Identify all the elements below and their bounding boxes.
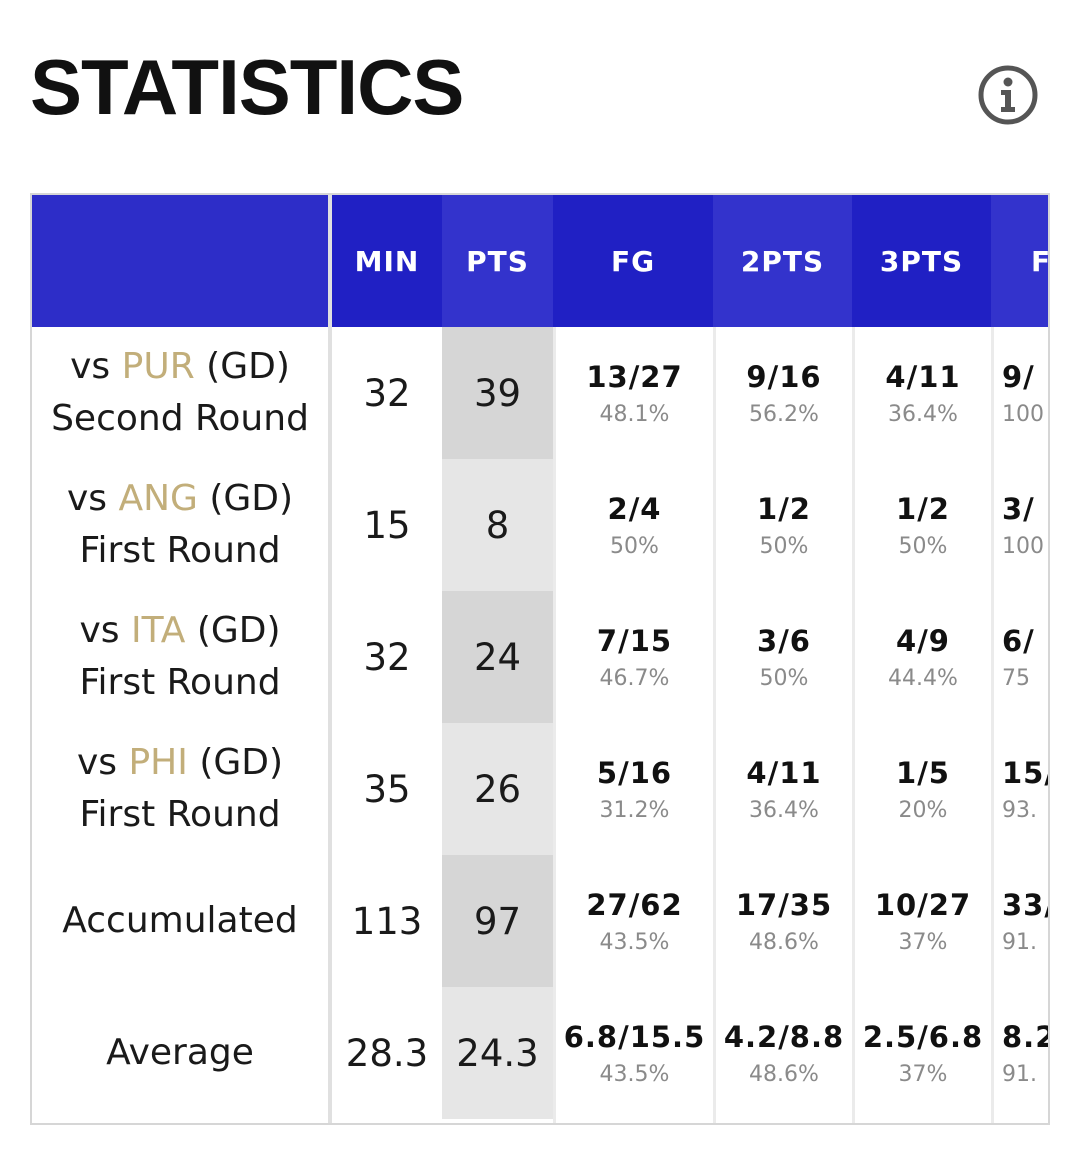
round-label: Second Round — [51, 398, 309, 439]
header-2pts[interactable]: 2PTS — [713, 195, 852, 327]
2pts-made-attempted: 3/6 — [757, 623, 811, 658]
ft-percentage: 75 — [1002, 665, 1030, 691]
row-label: vs PHI (GD) First Round — [32, 723, 328, 855]
opponent-code: ITA — [130, 609, 186, 651]
2pts-percentage: 36.4% — [749, 797, 819, 823]
cell-min: 32 — [363, 635, 411, 679]
stat-columns: MIN 32 15 32 35 113 28.3 PTS 39 8 24 26 … — [332, 195, 1048, 1123]
2pts-percentage: 48.6% — [749, 1061, 819, 1087]
column-min: MIN 32 15 32 35 113 28.3 — [332, 195, 442, 1123]
fg-made-attempted: 27/62 — [586, 887, 683, 922]
fg-made-attempted: 13/27 — [586, 359, 683, 394]
3pts-percentage: 37% — [898, 1061, 948, 1087]
column-ft: FT 9/100 3/100 6/75 15/93. 33/91. 8.2 91. — [991, 195, 1048, 1123]
ft-made-attempted: 6/ — [1002, 623, 1035, 658]
3pts-percentage: 37% — [898, 929, 948, 955]
corner-header — [32, 195, 328, 327]
2pts-made-attempted: 1/2 — [757, 491, 811, 526]
round-label: First Round — [79, 662, 281, 703]
row-label: vs PUR (GD) Second Round — [32, 327, 328, 459]
ft-percentage: 93. — [1002, 797, 1037, 823]
fg-made-attempted: 7/15 — [596, 623, 673, 658]
3pts-made-attempted: 2.5/6.8 — [862, 1019, 984, 1054]
header-min[interactable]: MIN — [332, 195, 442, 327]
ft-percentage: 91. — [1002, 929, 1037, 955]
row-label: vs ITA (GD) First Round — [32, 591, 328, 723]
3pts-made-attempted: 4/9 — [896, 623, 950, 658]
3pts-made-attempted: 1/2 — [896, 491, 950, 526]
cell-pts: 39 — [442, 327, 553, 459]
header-fg[interactable]: FG — [553, 195, 713, 327]
3pts-percentage: 20% — [898, 797, 948, 823]
ft-percentage: 100 — [1002, 533, 1044, 559]
2pts-percentage: 50% — [759, 533, 809, 559]
cell-min: 15 — [363, 503, 411, 547]
header-3pts[interactable]: 3PTS — [852, 195, 991, 327]
2pts-made-attempted: 4.2/8.8 — [723, 1019, 845, 1054]
cell-pts: 24.3 — [442, 987, 553, 1119]
page-title: STATISTICS — [30, 43, 464, 131]
cell-min: 28.3 — [345, 1031, 429, 1075]
3pts-made-attempted: 1/5 — [896, 755, 950, 790]
ft-made-attempted: 3/ — [1002, 491, 1035, 526]
3pts-made-attempted: 4/11 — [885, 359, 961, 394]
ft-made-attempted: 9/ — [1002, 359, 1035, 394]
fg-percentage: 50% — [610, 533, 659, 559]
cell-min: 35 — [363, 767, 411, 811]
ft-made-attempted: 15/ — [1002, 755, 1048, 790]
fg-percentage: 46.7% — [599, 665, 670, 691]
statistics-table: vs PUR (GD) Second Round vs ANG (GD) Fir… — [30, 193, 1050, 1125]
row-label-column: vs PUR (GD) Second Round vs ANG (GD) Fir… — [32, 195, 332, 1123]
opponent-code: PUR — [121, 345, 195, 387]
3pts-percentage: 36.4% — [888, 401, 958, 427]
2pts-percentage: 50% — [759, 665, 809, 691]
cell-pts: 24 — [442, 591, 553, 723]
2pts-made-attempted: 9/16 — [746, 359, 822, 394]
ft-percentage: 100 — [1002, 401, 1044, 427]
header-ft[interactable]: FT — [991, 195, 1048, 327]
fg-percentage: 43.5% — [599, 1061, 670, 1087]
cell-pts: 26 — [442, 723, 553, 855]
2pts-made-attempted: 17/35 — [735, 887, 833, 922]
ft-made-attempted: 33/ — [1002, 887, 1048, 922]
ft-made-attempted: 8.2 — [1002, 1019, 1048, 1054]
3pts-percentage: 50% — [898, 533, 948, 559]
cell-min: 113 — [351, 899, 423, 943]
fg-made-attempted: 2/4 — [607, 491, 662, 526]
fg-made-attempted: 6.8/15.5 — [563, 1019, 706, 1054]
3pts-percentage: 44.4% — [888, 665, 958, 691]
fg-percentage: 48.1% — [599, 401, 670, 427]
column-fg: FG 13/27 48.1% 2/4 50% 7/15 46.7% 5/16 31.2%… — [553, 195, 713, 1123]
row-label: Average — [106, 1031, 254, 1073]
fg-percentage: 43.5% — [599, 929, 670, 955]
cell-pts: 8 — [442, 459, 553, 591]
column-pts: PTS 39 8 24 26 97 24.3 — [442, 195, 553, 1123]
2pts-made-attempted: 4/11 — [746, 755, 822, 790]
fg-made-attempted: 5/16 — [596, 755, 673, 790]
ft-percentage: 91. — [1002, 1061, 1037, 1087]
cell-pts: 97 — [442, 855, 553, 987]
column-3pts: 3PTS 4/11 36.4% 1/2 50% 4/9 44.4% 1/5 20% 10… — [852, 195, 991, 1123]
header-pts[interactable]: PTS — [442, 195, 553, 327]
row-label: Accumulated — [62, 899, 298, 941]
column-2pts: 2PTS 9/16 56.2% 1/2 50% 3/6 50% 4/11 36.4% 1… — [713, 195, 852, 1123]
cell-min: 32 — [363, 371, 411, 415]
fg-percentage: 31.2% — [599, 797, 670, 823]
row-label: vs ANG (GD) First Round — [32, 459, 328, 591]
round-label: First Round — [79, 530, 281, 571]
3pts-made-attempted: 10/27 — [874, 887, 972, 922]
info-icon[interactable] — [977, 64, 1039, 126]
2pts-percentage: 48.6% — [749, 929, 819, 955]
opponent-code: ANG — [118, 477, 198, 519]
opponent-code: PHI — [128, 741, 188, 783]
2pts-percentage: 56.2% — [749, 401, 819, 427]
round-label: First Round — [79, 794, 281, 835]
